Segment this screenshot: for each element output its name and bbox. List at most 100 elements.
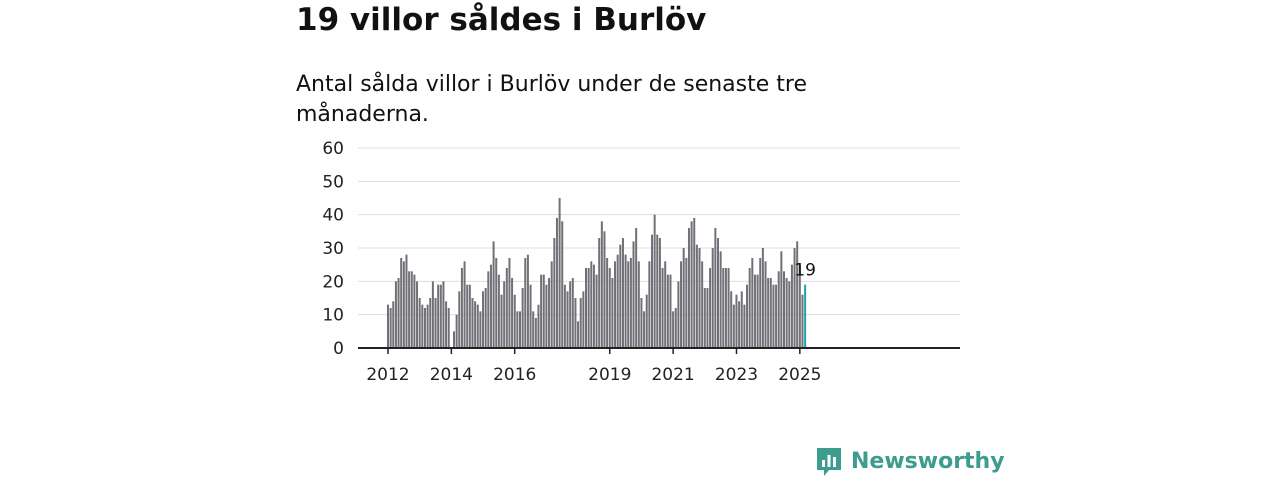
x-tick-label: 2021 xyxy=(651,365,694,385)
bar xyxy=(717,238,719,348)
bar xyxy=(442,281,445,348)
bar xyxy=(743,304,746,348)
x-tick-label: 2019 xyxy=(588,365,631,385)
bar xyxy=(476,304,479,348)
bar xyxy=(471,298,474,348)
bar xyxy=(532,311,535,348)
bar xyxy=(426,304,429,348)
y-tick-label: 20 xyxy=(322,272,344,292)
y-tick-label: 30 xyxy=(322,239,344,259)
bar xyxy=(616,254,619,348)
bar xyxy=(508,258,511,348)
bar xyxy=(566,291,569,348)
bar xyxy=(701,261,704,348)
bar xyxy=(775,284,778,348)
bar xyxy=(421,304,424,348)
bar xyxy=(658,238,661,348)
y-tick-label: 60 xyxy=(322,139,344,159)
bar xyxy=(624,254,627,348)
bar xyxy=(706,288,709,348)
newsworthy-logo-icon xyxy=(817,448,841,476)
bar xyxy=(759,258,762,348)
bar xyxy=(392,301,395,348)
bar xyxy=(553,238,556,348)
bar xyxy=(458,291,461,348)
bar xyxy=(637,261,640,348)
bar xyxy=(753,274,756,348)
bar xyxy=(561,221,564,348)
bar xyxy=(590,261,593,348)
bar xyxy=(579,298,582,348)
bar xyxy=(661,268,664,348)
newsworthy-logo: Newsworthy xyxy=(815,446,1005,477)
bar xyxy=(571,278,574,348)
x-tick-label: 2016 xyxy=(493,365,536,385)
bar xyxy=(534,318,537,348)
bar xyxy=(418,298,421,348)
bar xyxy=(690,221,693,348)
y-tick-label: 40 xyxy=(322,206,344,226)
bar xyxy=(643,311,646,348)
bar xyxy=(669,274,672,348)
bar xyxy=(751,258,754,348)
chart-subtitle: Antal sålda villor i Burlöv under de sen… xyxy=(296,72,808,127)
bar xyxy=(680,261,683,348)
bar xyxy=(397,278,400,348)
bar xyxy=(434,298,437,348)
bar xyxy=(447,308,450,348)
bar xyxy=(423,308,426,348)
bar xyxy=(540,274,543,348)
x-tick-label: 2012 xyxy=(366,365,409,385)
bar xyxy=(574,298,577,348)
bar xyxy=(389,308,392,348)
bar xyxy=(621,238,624,348)
bar xyxy=(500,294,503,348)
bar xyxy=(685,258,688,348)
bar xyxy=(408,271,411,348)
bar xyxy=(598,238,601,348)
bar xyxy=(674,308,677,348)
bar xyxy=(516,311,519,348)
bar xyxy=(524,258,527,348)
bar xyxy=(545,284,548,348)
bar xyxy=(740,291,743,348)
bar xyxy=(542,274,545,348)
bar xyxy=(746,284,749,348)
bar xyxy=(521,288,524,348)
bar xyxy=(724,268,727,348)
newsworthy-logo-text: Newsworthy xyxy=(851,449,1005,474)
bar xyxy=(785,278,788,348)
bar xyxy=(563,284,566,348)
bar xyxy=(482,291,485,348)
bar xyxy=(732,304,735,348)
bar xyxy=(466,284,469,348)
bar xyxy=(410,271,413,348)
bar xyxy=(592,264,595,348)
bar xyxy=(632,241,635,348)
bar xyxy=(695,244,698,348)
bar xyxy=(387,304,389,348)
bar xyxy=(503,281,506,348)
bar xyxy=(767,278,770,348)
bar xyxy=(569,281,572,348)
bar xyxy=(796,241,799,348)
bar xyxy=(635,228,638,348)
bar xyxy=(611,278,614,348)
bar xyxy=(431,281,434,348)
bar xyxy=(672,311,675,348)
bar xyxy=(416,281,419,348)
bar xyxy=(738,301,741,348)
bar xyxy=(479,311,482,348)
bar xyxy=(614,261,617,348)
bar xyxy=(608,268,611,348)
bar xyxy=(653,214,656,348)
bar xyxy=(577,321,580,348)
bar xyxy=(474,301,477,348)
bar xyxy=(769,278,772,348)
bar xyxy=(429,298,432,348)
bar xyxy=(468,284,471,348)
bar xyxy=(748,268,751,348)
bar xyxy=(764,261,767,348)
bar xyxy=(727,268,730,348)
bar xyxy=(400,258,403,348)
